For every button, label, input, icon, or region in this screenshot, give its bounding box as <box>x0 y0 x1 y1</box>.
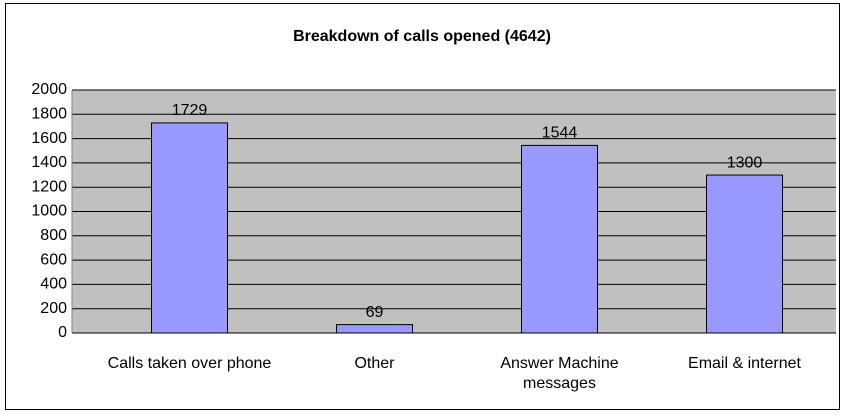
data-label: 69 <box>366 304 384 321</box>
bar <box>521 144 598 334</box>
y-tick-label: 400 <box>40 276 67 293</box>
y-tick-label: 1600 <box>31 130 67 147</box>
y-tick-label: 800 <box>40 227 67 244</box>
y-tick-label: 2000 <box>31 81 67 98</box>
data-label: 1544 <box>542 125 578 142</box>
y-tick-label: 1000 <box>31 203 67 220</box>
bar <box>151 122 228 334</box>
y-tick-label: 0 <box>58 324 67 341</box>
x-tick-label: Email & internet <box>688 355 801 372</box>
bar <box>706 174 783 334</box>
y-tick-label: 600 <box>40 251 67 268</box>
y-tick-label: 1400 <box>31 154 67 171</box>
y-tick-label: 1200 <box>31 178 67 195</box>
x-tick-label: Answer Machine messages <box>500 355 619 392</box>
y-tick-label: 1800 <box>31 106 67 123</box>
y-tick-label: 200 <box>40 300 67 317</box>
data-label: 1300 <box>727 154 763 171</box>
data-label: 1729 <box>172 102 208 119</box>
x-tick-label: Calls taken over phone <box>107 355 272 372</box>
chart-title: Breakdown of calls opened (4642) <box>293 28 551 45</box>
bar <box>336 324 413 334</box>
x-tick-label: Other <box>354 355 395 372</box>
